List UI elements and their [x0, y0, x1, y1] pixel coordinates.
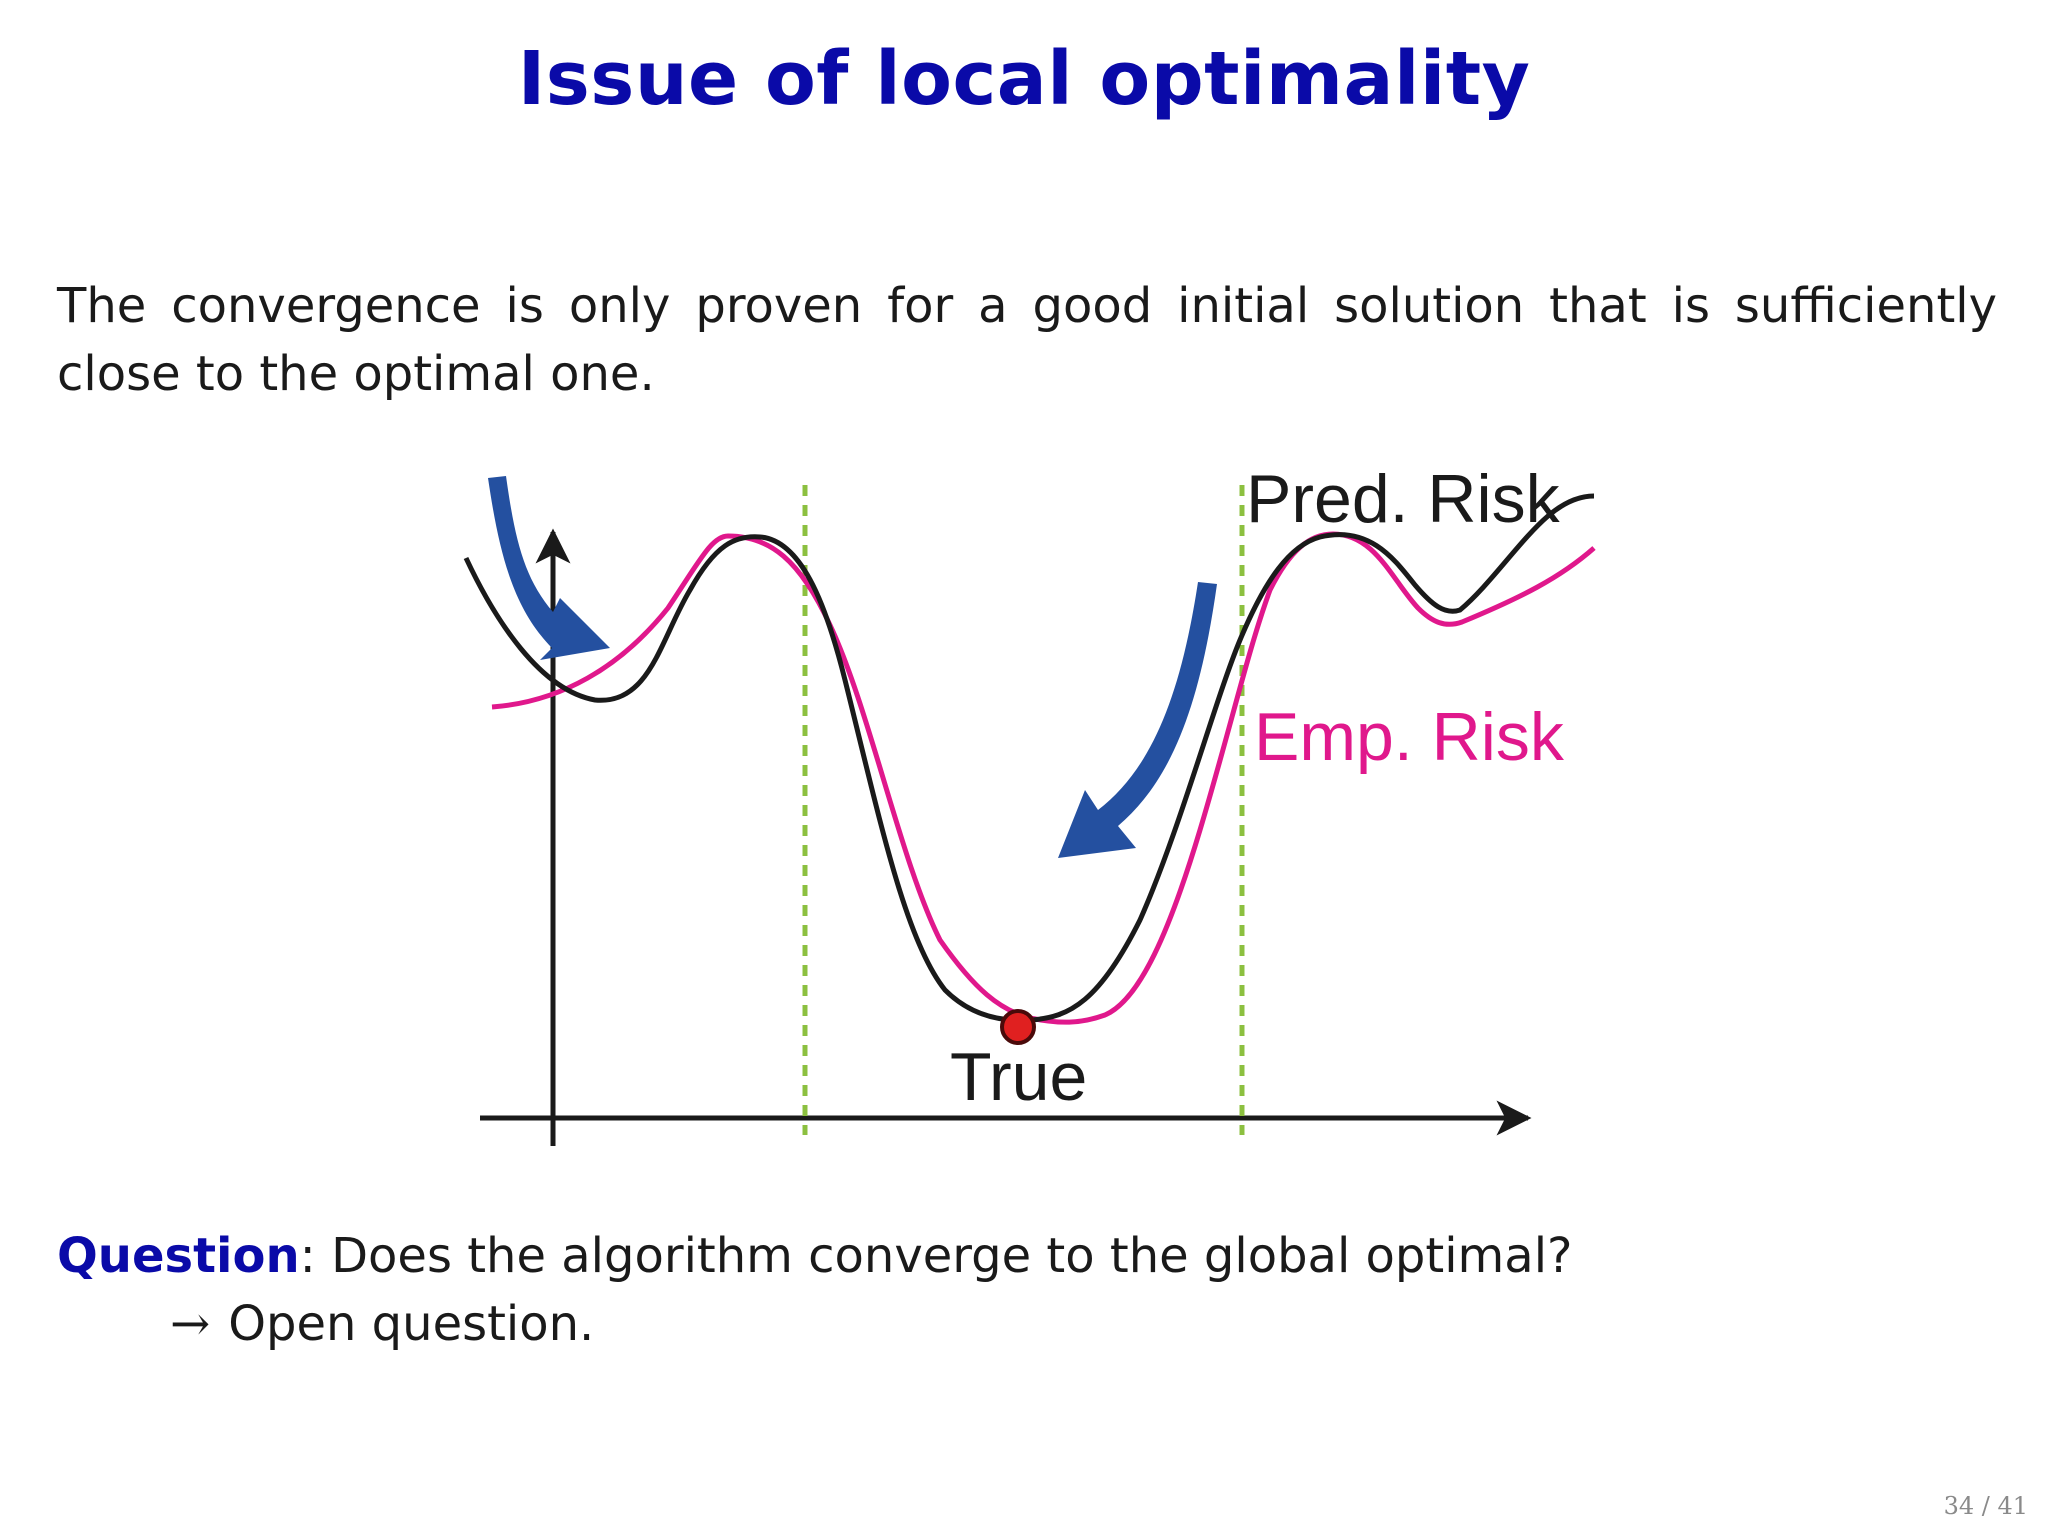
right-arrow-icon: → [170, 1296, 211, 1352]
true-optimum-point [1000, 1009, 1036, 1045]
page-number: 34 / 41 [1943, 1492, 2028, 1520]
answer-line: → Open question. [170, 1290, 594, 1358]
right-descent-arrow [1058, 582, 1217, 858]
pred-risk-curve [463, 493, 1595, 1023]
emp-risk-curve [491, 531, 1596, 1025]
question-line: Question: Does the algorithm converge to… [57, 1222, 1573, 1290]
slide-title: Issue of local optimality [517, 36, 1531, 122]
intro-text: The convergence is only proven for a goo… [57, 278, 1997, 402]
emp-risk-label: Emp. Risk [1254, 699, 1565, 775]
question-label: Question [57, 1228, 300, 1284]
question-text: : Does the algorithm converge to the glo… [299, 1228, 1573, 1284]
pred-risk-label: Pred. Risk [1246, 461, 1561, 537]
true-label: True [950, 1039, 1087, 1115]
answer-text: Open question. [228, 1296, 595, 1352]
left-descent-arrow [488, 476, 610, 660]
